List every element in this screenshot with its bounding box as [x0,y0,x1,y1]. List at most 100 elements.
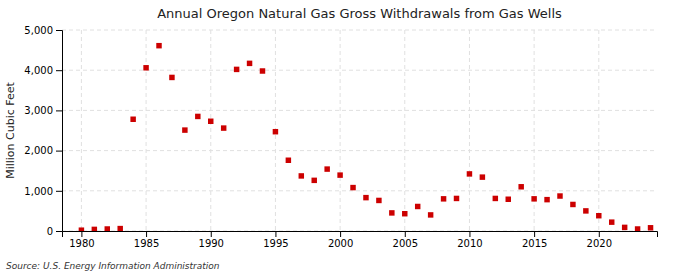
tick-mark [56,191,62,192]
tick-label: 1985 [134,238,159,249]
point [156,43,161,48]
point [363,195,368,200]
tick-mark [599,231,600,237]
point [596,213,601,218]
source: Source: U.S. Energy Information Administ… [6,261,220,271]
tick-label: 2020 [587,238,612,249]
tick-label: 2005 [393,238,418,249]
grid-line [469,30,470,231]
title: Annual Oregon Natural Gas Gross Withdraw… [157,6,562,21]
tick: 1995 [263,231,288,249]
plot-area: 1980 1985 1990 1995 2000 2005 2010 2015 2020 0 1,0… [24,25,657,249]
y-axis-label: Million Cubic Feet [4,81,17,178]
grid-line [81,30,82,231]
point [260,68,265,73]
tick-mark [146,231,147,237]
point [273,129,278,134]
point [441,196,446,201]
tick: 1990 [199,231,224,249]
point [570,202,575,207]
tick-mark [56,151,62,152]
point [234,67,239,72]
point [428,212,433,217]
tick-mark [56,30,62,31]
tick-mark [534,231,535,237]
grid-line [62,110,657,111]
point [493,196,498,201]
point [648,225,653,230]
point [622,225,627,230]
tick-label: 5,000 [24,25,53,36]
tick-label: 2,000 [24,145,53,156]
tick-label: 2015 [522,238,547,249]
point [143,65,148,70]
tick-label: 1995 [263,238,288,249]
tick: 5,000 [24,25,62,36]
point [350,185,355,190]
tick-label: 1990 [199,238,224,249]
point [92,227,97,231]
tick: 4,000 [24,65,62,76]
tick: 2000 [328,231,353,249]
tick: 0 [47,226,62,237]
tick-mark [56,70,62,71]
chart: 1980 1985 1990 1995 2000 2005 2010 2015 2020 0 1,0… [0,0,675,275]
point [415,204,420,209]
grid-line [598,30,599,231]
point [506,197,511,202]
tick-mark [405,231,406,237]
point [337,172,342,177]
point [130,117,135,122]
point [583,208,588,213]
tick-label: 3,000 [24,105,53,116]
tick: 3,000 [24,105,62,116]
axis-line [63,232,658,238]
point [247,61,252,66]
x-axis: 1980 1985 1990 1995 2000 2005 2010 2015 2020 [63,231,658,249]
point [286,158,291,163]
tick-label: 2000 [328,238,353,249]
point [518,184,523,189]
tick: 1985 [134,231,159,249]
tick-mark [211,231,212,237]
point [467,171,472,176]
point [324,166,329,171]
tick: 2,000 [24,145,62,156]
point [182,127,187,132]
point [299,173,304,178]
point [635,226,640,231]
point [311,178,316,183]
tick: 1980 [69,231,94,249]
grid-line [146,30,147,231]
grid-line [404,30,405,231]
tick-mark [275,231,276,237]
tick-mark [81,231,82,237]
tick-mark [56,110,62,111]
tick: 2015 [522,231,547,249]
tick-label: 1980 [69,238,94,249]
points [79,43,654,231]
tick-mark [340,231,341,237]
tick-mark [469,231,470,237]
tick: 2020 [587,231,612,249]
grid [62,30,657,231]
tick: 1,000 [24,186,62,197]
point [531,196,536,201]
tick-label: 1,000 [24,186,53,197]
grid-line [210,30,211,231]
tick-mark [56,231,62,232]
point [480,174,485,179]
point [544,197,549,202]
point [105,226,110,231]
point [389,210,394,215]
axis-line [56,31,63,232]
tick-label: 0 [47,226,53,237]
point [195,114,200,119]
tick-label: 2010 [457,238,482,249]
tick: 2005 [393,231,418,249]
grid-line [62,150,657,151]
grid-line [340,30,341,231]
point [208,119,213,124]
grid-line [62,30,657,31]
point [557,193,562,198]
